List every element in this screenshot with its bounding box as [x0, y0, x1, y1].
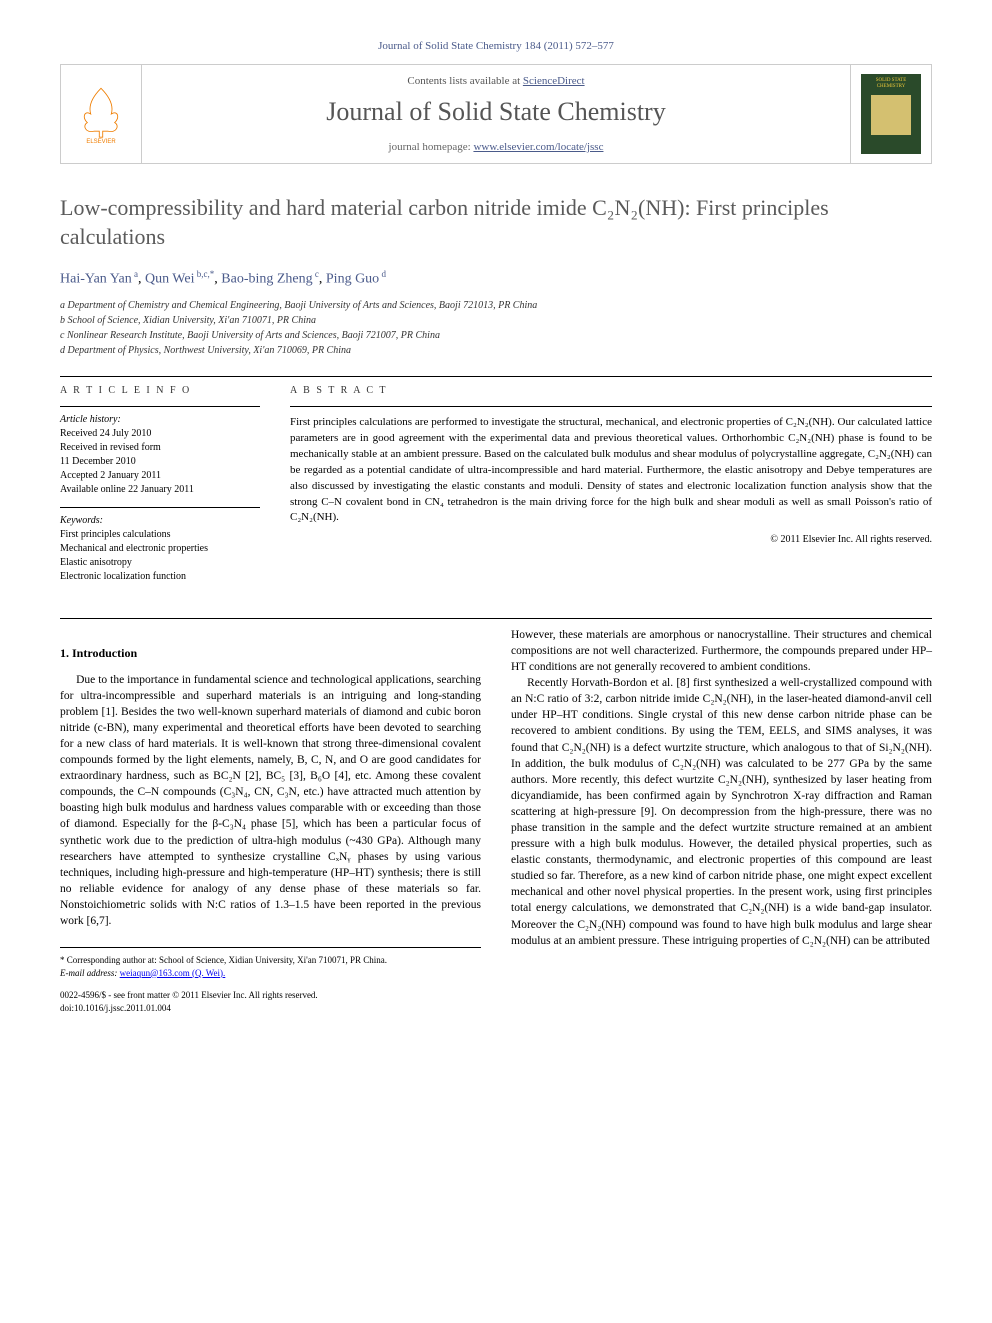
author-3[interactable]: Bao-bing Zheng — [221, 272, 312, 287]
info-abstract-row: A R T I C L E I N F O Article history: R… — [60, 385, 932, 594]
article-info-head: A R T I C L E I N F O — [60, 385, 260, 396]
history-3: Accepted 2 January 2011 — [60, 469, 260, 483]
abstract-copyright: © 2011 Elsevier Inc. All rights reserved… — [290, 534, 932, 545]
author-4[interactable]: Ping Guo — [326, 272, 379, 287]
running-head: Journal of Solid State Chemistry 184 (20… — [60, 40, 932, 52]
cover-image: SOLID STATE CHEMISTRY — [861, 74, 921, 154]
affiliation-d: d Department of Physics, Northwest Unive… — [60, 343, 932, 358]
history-2: 11 December 2010 — [60, 455, 260, 469]
sciencedirect-link[interactable]: ScienceDirect — [523, 75, 585, 87]
abstract: A B S T R A C T First principles calcula… — [290, 385, 932, 594]
author-list: Hai-Yan Yan a, Qun Wei b,c,*, Bao-bing Z… — [60, 269, 932, 288]
cover-art — [871, 95, 911, 135]
affiliations: a Department of Chemistry and Chemical E… — [60, 298, 932, 358]
elsevier-tree-icon: ELSEVIER — [71, 84, 131, 144]
abstract-text: First principles calculations are perfor… — [290, 415, 932, 527]
abstract-head: A B S T R A C T — [290, 385, 932, 396]
email-label: E-mail address: — [60, 968, 117, 978]
email-link[interactable]: weiaqun@163.com (Q. Wei). — [120, 968, 226, 978]
keywords: Keywords: First principles calculations … — [60, 514, 260, 584]
kw-1: Mechanical and electronic properties — [60, 542, 260, 556]
history-head: Article history: — [60, 413, 260, 427]
kw-0: First principles calculations — [60, 528, 260, 542]
header-center: Contents lists available at ScienceDirec… — [141, 65, 851, 163]
info-rule-1 — [60, 406, 260, 407]
author-1-aff: a — [132, 269, 138, 279]
corresponding-author: * Corresponding author at: School of Sci… — [60, 954, 481, 967]
affiliation-b: b School of Science, Xidian University, … — [60, 313, 932, 328]
journal-title: Journal of Solid State Chemistry — [142, 97, 850, 127]
journal-homepage: journal homepage: www.elsevier.com/locat… — [142, 141, 850, 153]
kw-2: Elastic anisotropy — [60, 556, 260, 570]
article-info: A R T I C L E I N F O Article history: R… — [60, 385, 260, 594]
divider-top — [60, 376, 932, 377]
article-title: Low-compressibility and hard material ca… — [60, 194, 932, 251]
author-2-aff: b,c,* — [195, 269, 215, 279]
issn-line: 0022-4596/$ - see front matter © 2011 El… — [60, 989, 481, 1002]
journal-header: ELSEVIER Contents lists available at Sci… — [60, 64, 932, 164]
article-body: 1. Introduction Due to the importance in… — [60, 627, 932, 1015]
history-4: Available online 22 January 2011 — [60, 483, 260, 497]
info-rule-2 — [60, 507, 260, 508]
author-2[interactable]: Qun Wei — [145, 272, 195, 287]
paragraph-2: However, these materials are amorphous o… — [511, 627, 932, 675]
divider-bottom — [60, 618, 932, 619]
section-1-head: 1. Introduction — [60, 645, 481, 662]
journal-cover-thumb: SOLID STATE CHEMISTRY — [851, 65, 931, 163]
history-0: Received 24 July 2010 — [60, 427, 260, 441]
footnotes: * Corresponding author at: School of Sci… — [60, 947, 481, 1014]
paragraph-3: Recently Horvath-Bordon et al. [8] first… — [511, 675, 932, 949]
author-4-aff: d — [379, 269, 386, 279]
contents-available: Contents lists available at ScienceDirec… — [142, 75, 850, 87]
email-line: E-mail address: weiaqun@163.com (Q. Wei)… — [60, 967, 481, 980]
cover-line2: CHEMISTRY — [877, 84, 906, 90]
history-1: Received in revised form — [60, 441, 260, 455]
affiliation-a: a Department of Chemistry and Chemical E… — [60, 298, 932, 313]
abstract-rule — [290, 406, 932, 407]
doi-line: doi:10.1016/j.jssc.2011.01.004 — [60, 1002, 481, 1015]
paragraph-1: Due to the importance in fundamental sci… — [60, 672, 481, 930]
kw-3: Electronic localization function — [60, 570, 260, 584]
publisher-logo: ELSEVIER — [61, 65, 141, 163]
keywords-head: Keywords: — [60, 514, 260, 528]
author-3-aff: c — [313, 269, 319, 279]
citation-text: Journal of Solid State Chemistry 184 (20… — [378, 40, 614, 52]
author-1[interactable]: Hai-Yan Yan — [60, 272, 132, 287]
affiliation-c: c Nonlinear Research Institute, Baoji Un… — [60, 328, 932, 343]
homepage-link[interactable]: www.elsevier.com/locate/jssc — [473, 141, 603, 153]
article-history: Article history: Received 24 July 2010 R… — [60, 413, 260, 497]
svg-text:ELSEVIER: ELSEVIER — [86, 139, 116, 144]
